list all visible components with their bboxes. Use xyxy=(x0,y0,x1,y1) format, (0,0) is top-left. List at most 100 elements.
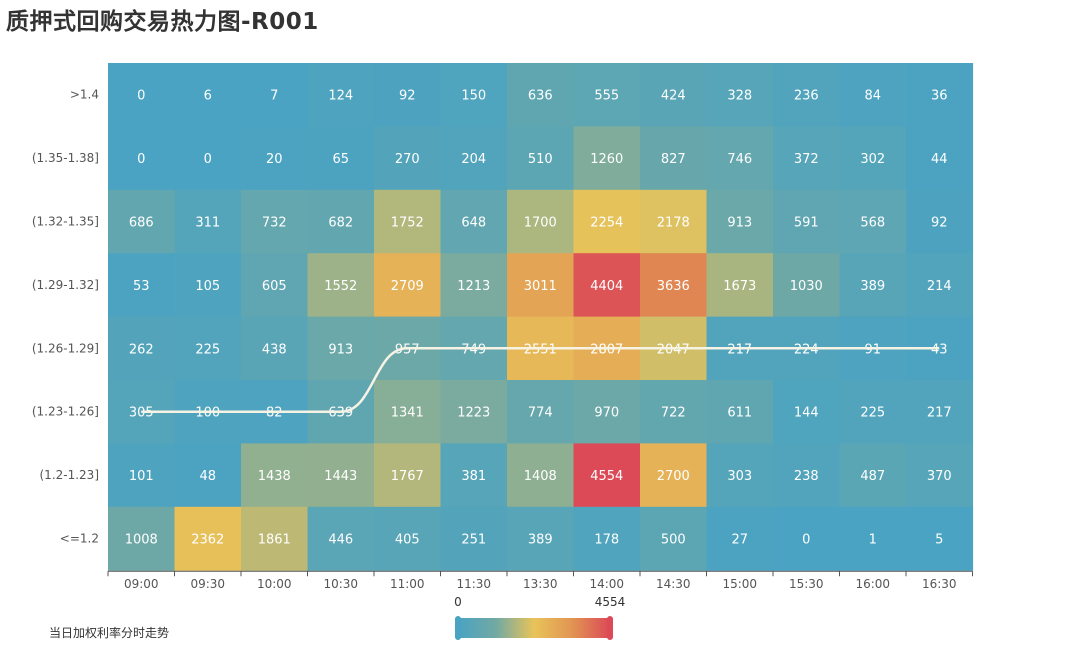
heatmap-cell xyxy=(573,443,641,508)
heatmap-cell xyxy=(374,506,442,571)
heatmap-cell xyxy=(573,189,641,254)
cell-value-label: 20 xyxy=(266,152,283,167)
cell-value-label: 611 xyxy=(727,406,752,421)
heatmap-cell xyxy=(773,253,841,318)
visual-map-min-handle[interactable] xyxy=(455,616,461,640)
x-tick-label: 14:30 xyxy=(656,577,691,591)
cell-value-label: 305 xyxy=(129,406,154,421)
cell-value-label: 204 xyxy=(461,152,486,167)
heatmap-cell xyxy=(440,63,508,127)
cell-value-label: 1700 xyxy=(524,216,557,231)
heatmap-cell xyxy=(906,189,974,254)
heatmap-cell xyxy=(307,316,375,381)
cell-value-label: 6 xyxy=(204,89,212,104)
cell-value-label: 238 xyxy=(794,469,819,484)
cell-value-label: 568 xyxy=(860,216,885,231)
cell-value-label: 178 xyxy=(594,533,619,548)
cell-value-label: 4404 xyxy=(590,279,623,294)
cell-value-label: 5 xyxy=(935,533,943,548)
heatmap-cell xyxy=(374,126,442,191)
visual-map-max-handle[interactable] xyxy=(607,616,613,640)
heatmap-cell xyxy=(706,63,774,127)
cell-value-label: 262 xyxy=(129,342,154,357)
heatmap-cell xyxy=(706,380,774,444)
cell-value-label: 92 xyxy=(399,89,416,104)
cell-value-label: 0 xyxy=(137,152,145,167)
cell-value-label: 124 xyxy=(328,89,353,104)
cell-value-label: 217 xyxy=(727,342,752,357)
y-tick-label: (1.35-1.38] xyxy=(32,151,99,165)
heatmap-cell xyxy=(507,443,575,508)
heatmap-cell xyxy=(773,63,841,127)
heatmap-cell xyxy=(174,253,242,318)
heatmap-cell xyxy=(440,253,508,318)
heatmap-cell xyxy=(108,126,176,191)
heatmap-cell xyxy=(706,189,774,254)
x-tick-label: 10:30 xyxy=(323,577,358,591)
cell-value-label: 214 xyxy=(927,279,952,294)
cell-value-label: 48 xyxy=(199,469,216,484)
heatmap-cell xyxy=(839,253,907,318)
cell-value-label: 438 xyxy=(262,342,287,357)
heatmap-cell xyxy=(839,126,907,191)
trend-series-label: 当日加权利率分时走势 xyxy=(49,626,170,640)
heatmap-cell xyxy=(440,189,508,254)
cell-value-label: 1752 xyxy=(391,216,424,231)
heatmap-cell xyxy=(108,189,176,254)
cell-value-label: 1552 xyxy=(324,279,357,294)
cell-value-label: 27 xyxy=(731,533,748,548)
heatmap-cell xyxy=(174,63,242,127)
heatmap-cell xyxy=(374,443,442,508)
heatmap-cell xyxy=(307,63,375,127)
heatmap-cell xyxy=(640,380,708,444)
cell-value-label: 1030 xyxy=(790,279,823,294)
heatmap-cell xyxy=(374,189,442,254)
heatmap-cell xyxy=(640,189,708,254)
cell-value-label: 686 xyxy=(129,216,154,231)
cell-value-label: 389 xyxy=(528,533,553,548)
x-tick-label: 09:00 xyxy=(124,577,159,591)
cell-value-label: 43 xyxy=(931,342,948,357)
heatmap-cell xyxy=(108,443,176,508)
visual-map-min-label: 0 xyxy=(454,595,462,609)
heatmap-cell xyxy=(507,506,575,571)
cell-value-label: 1673 xyxy=(723,279,756,294)
heatmap-cell xyxy=(241,253,309,318)
cell-value-label: 591 xyxy=(794,216,819,231)
heatmap-cell xyxy=(640,126,708,191)
cell-value-label: 1213 xyxy=(457,279,490,294)
heatmap-cell xyxy=(174,316,242,381)
cell-value-label: 1341 xyxy=(391,406,424,421)
heatmap-cell xyxy=(773,380,841,444)
cell-value-label: 827 xyxy=(661,152,686,167)
heatmap-cell xyxy=(839,443,907,508)
cell-value-label: 636 xyxy=(528,89,553,104)
x-tick-label: 16:00 xyxy=(855,577,890,591)
cell-value-label: 1 xyxy=(869,533,877,548)
cell-value-label: 446 xyxy=(328,533,353,548)
x-tick-label: 09:30 xyxy=(190,577,225,591)
cell-value-label: 84 xyxy=(864,89,881,104)
cell-value-label: 405 xyxy=(395,533,420,548)
cell-value-label: 732 xyxy=(262,216,287,231)
heatmap-cell xyxy=(307,506,375,571)
cell-value-label: 487 xyxy=(860,469,885,484)
cell-value-label: 224 xyxy=(794,342,819,357)
heatmap-cell xyxy=(573,253,641,318)
heatmap-cell xyxy=(773,506,841,571)
cell-value-label: 1260 xyxy=(590,152,623,167)
cell-value-label: 225 xyxy=(195,342,220,357)
cell-value-label: 251 xyxy=(461,533,486,548)
y-tick-label: (1.23-1.26] xyxy=(32,405,99,419)
cell-value-label: 424 xyxy=(661,89,686,104)
cell-value-label: 144 xyxy=(794,406,819,421)
cell-value-label: 1861 xyxy=(258,533,291,548)
heatmap-cell xyxy=(773,443,841,508)
heatmap-cell xyxy=(573,506,641,571)
cell-value-label: 381 xyxy=(461,469,486,484)
y-tick-label: (1.29-1.32] xyxy=(32,278,99,292)
heatmap-cell xyxy=(507,189,575,254)
heatmap-cell xyxy=(507,126,575,191)
cell-value-label: 311 xyxy=(195,216,220,231)
cell-value-label: 2047 xyxy=(657,342,690,357)
